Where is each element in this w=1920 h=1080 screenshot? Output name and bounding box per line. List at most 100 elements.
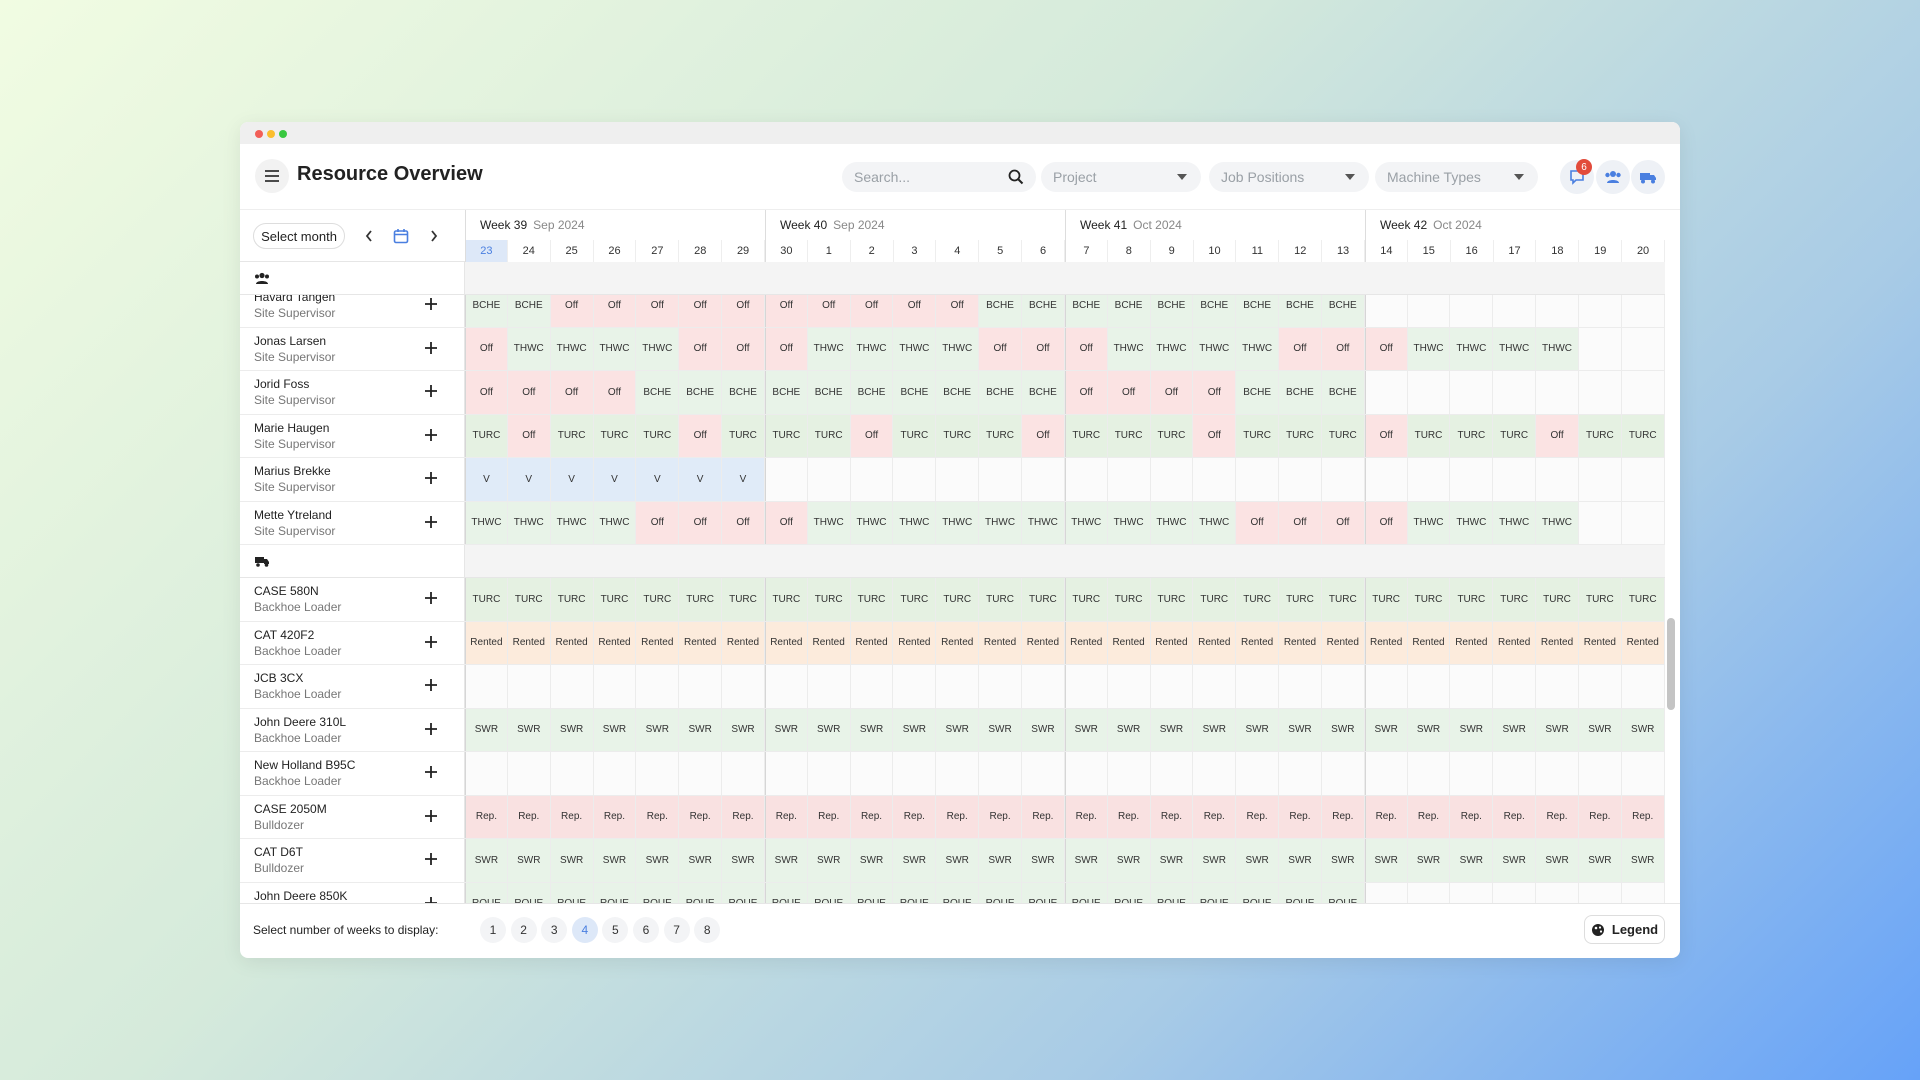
schedule-cell[interactable] [979,458,1022,501]
schedule-cell[interactable] [1621,752,1665,795]
schedule-cell[interactable] [1493,752,1537,795]
schedule-cell[interactable]: Off [1193,414,1237,457]
schedule-cell[interactable]: Rented [465,621,508,664]
schedule-cell[interactable] [507,752,551,795]
schedule-cell[interactable]: THWC [1193,327,1237,370]
schedule-cell[interactable]: TURC [679,578,723,621]
schedule-cell[interactable]: V [679,458,723,501]
schedule-cell[interactable]: ROUE [722,882,765,903]
add-assignment-button[interactable] [424,678,438,692]
schedule-cell[interactable] [1236,752,1280,795]
schedule-cell[interactable] [893,665,937,708]
schedule-cell[interactable]: ROUE [636,882,680,903]
schedule-cell[interactable]: Rep. [1021,795,1065,838]
schedule-cell[interactable] [1236,665,1280,708]
schedule-cell[interactable]: ROUE [764,882,808,903]
schedule-cell[interactable]: Rep. [1279,795,1322,838]
schedule-cell[interactable]: TURC [807,578,851,621]
schedule-cell[interactable]: SWR [1064,839,1108,882]
schedule-cell[interactable]: ROUE [979,882,1022,903]
schedule-cell[interactable]: ROUE [507,882,551,903]
schedule-cell[interactable]: SWR [1407,708,1451,751]
schedule-cell[interactable]: SWR [1407,839,1451,882]
add-assignment-button[interactable] [424,852,438,866]
weeks-option-button[interactable]: 1 [480,917,506,943]
schedule-cell[interactable] [1364,752,1408,795]
weeks-option-button[interactable]: 6 [633,917,659,943]
weeks-option-button[interactable]: 5 [602,917,629,943]
schedule-cell[interactable]: TURC [1236,414,1280,457]
schedule-cell[interactable] [1578,327,1622,370]
schedule-cell[interactable]: Off [1279,501,1322,544]
schedule-cell[interactable]: SWR [679,839,723,882]
schedule-cell[interactable]: TURC [465,414,508,457]
schedule-cell[interactable]: Off [1364,501,1408,544]
schedule-cell[interactable]: TURC [1107,414,1151,457]
schedule-cell[interactable]: Rented [850,621,894,664]
schedule-cell[interactable] [1578,665,1622,708]
schedule-cell[interactable]: TURC [636,578,680,621]
schedule-cell[interactable]: TURC [1536,578,1579,621]
schedule-cell[interactable]: Off [722,501,765,544]
schedule-cell[interactable]: SWR [1279,839,1322,882]
schedule-cell[interactable]: SWR [850,839,894,882]
schedule-cell[interactable] [936,665,980,708]
schedule-cell[interactable] [764,665,808,708]
schedule-cell[interactable]: Off [722,327,765,370]
schedule-cell[interactable]: Rented [1536,621,1579,664]
schedule-cell[interactable] [1364,665,1408,708]
schedule-cell[interactable]: SWR [979,839,1022,882]
schedule-cell[interactable]: Rented [1407,621,1451,664]
schedule-cell[interactable]: SWR [1621,839,1665,882]
schedule-cell[interactable] [1493,371,1537,414]
schedule-cell[interactable] [550,665,594,708]
schedule-cell[interactable]: Rep. [1193,795,1237,838]
schedule-cell[interactable] [1364,458,1408,501]
schedule-cell[interactable] [1578,882,1622,903]
schedule-cell[interactable] [893,752,937,795]
schedule-cell[interactable] [1193,752,1237,795]
filter-dropdown[interactable]: Job Positions [1209,162,1369,192]
schedule-cell[interactable]: Rented [893,621,937,664]
schedule-cell[interactable]: SWR [764,839,808,882]
schedule-cell[interactable] [465,665,508,708]
schedule-cell[interactable]: Off [593,371,637,414]
schedule-cell[interactable]: THWC [1236,327,1280,370]
schedule-cell[interactable]: THWC [850,501,894,544]
schedule-cell[interactable]: BCHE [1021,371,1065,414]
weeks-option-button[interactable]: 8 [694,917,721,943]
weeks-option-button[interactable]: 7 [663,917,690,943]
schedule-cell[interactable]: Rented [1450,621,1494,664]
schedule-cell[interactable]: Rented [1021,621,1065,664]
schedule-cell[interactable]: ROUE [1279,882,1322,903]
schedule-cell[interactable]: Rep. [936,795,980,838]
schedule-cell[interactable]: Rented [1193,621,1237,664]
schedule-cell[interactable]: Off [764,327,808,370]
schedule-cell[interactable] [1450,752,1494,795]
schedule-cell[interactable]: SWR [1493,839,1537,882]
prev-month-button[interactable] [364,229,374,243]
schedule-cell[interactable]: SWR [936,708,980,751]
schedule-cell[interactable] [465,752,508,795]
schedule-cell[interactable]: TURC [1450,414,1494,457]
weeks-option-button[interactable]: 4 [571,917,598,943]
schedule-cell[interactable]: THWC [507,327,551,370]
schedule-cell[interactable]: Rented [1621,621,1665,664]
schedule-cell[interactable]: Rep. [593,795,637,838]
schedule-cell[interactable]: Off [1279,327,1322,370]
schedule-cell[interactable]: SWR [936,839,980,882]
schedule-cell[interactable]: Off [1193,371,1237,414]
schedule-cell[interactable]: Off [1236,501,1280,544]
schedule-cell[interactable]: THWC [1107,327,1151,370]
schedule-cell[interactable]: TURC [979,414,1022,457]
schedule-cell[interactable]: SWR [507,708,551,751]
schedule-cell[interactable]: TURC [1193,578,1237,621]
schedule-cell[interactable]: TURC [893,578,937,621]
schedule-cell[interactable]: ROUE [1236,882,1280,903]
schedule-cell[interactable]: BCHE [764,371,808,414]
schedule-cell[interactable]: SWR [1236,708,1280,751]
schedule-cell[interactable]: SWR [593,839,637,882]
schedule-cell[interactable]: THWC [1107,501,1151,544]
schedule-cell[interactable]: SWR [893,708,937,751]
schedule-cell[interactable]: TURC [550,414,594,457]
